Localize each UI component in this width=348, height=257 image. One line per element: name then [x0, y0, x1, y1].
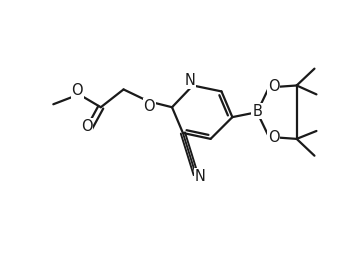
Text: B: B [252, 104, 262, 119]
Text: N: N [194, 169, 205, 184]
Text: O: O [71, 83, 83, 98]
Text: O: O [268, 130, 280, 145]
Text: O: O [268, 79, 280, 94]
Text: O: O [143, 99, 155, 114]
Text: N: N [184, 73, 195, 88]
Text: O: O [81, 118, 93, 134]
